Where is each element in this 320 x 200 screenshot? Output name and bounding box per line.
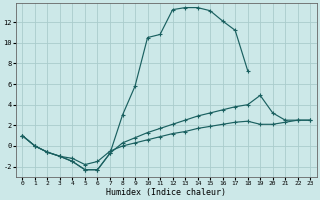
X-axis label: Humidex (Indice chaleur): Humidex (Indice chaleur) [106, 188, 226, 197]
